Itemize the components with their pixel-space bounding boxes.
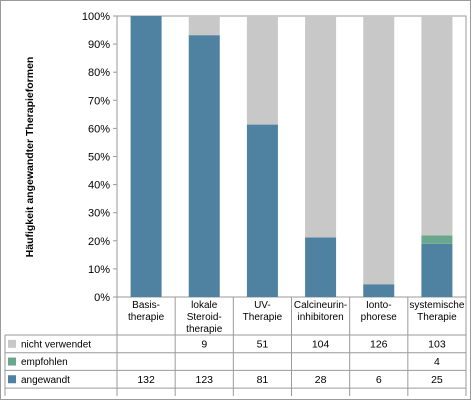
x-category-label: Calcineurin-inhibitoren [294, 300, 347, 323]
x-category-label: UV-Therapie [243, 300, 283, 323]
legend-label: empfohlen [21, 357, 68, 368]
table-cell-value: 123 [195, 374, 213, 386]
table-cell-value: 51 [257, 338, 269, 350]
bar-segment-nicht-verwendet [421, 16, 453, 236]
table-cell-value: 6 [376, 374, 382, 386]
y-tick-label: 80% [88, 67, 110, 79]
bar-segment-angewandt [305, 237, 337, 297]
y-tick-label: 0% [94, 292, 110, 304]
bar-segment-angewandt [246, 124, 278, 298]
y-tick-label: 60% [88, 123, 110, 135]
bar-segment-angewandt [188, 35, 220, 298]
table-cell-value: 103 [428, 338, 446, 350]
legend-swatch [8, 357, 16, 366]
x-category-label: Ionto-phorese [361, 300, 398, 323]
bar-segment-nicht-verwendet [363, 16, 395, 285]
table-cell-value: 104 [312, 338, 330, 350]
bar-segment-nicht-verwendet [246, 16, 278, 125]
x-category-label: Basis-therapie [128, 300, 165, 323]
bar-segment-angewandt [421, 243, 453, 297]
bar-segment-empfohlen [421, 235, 453, 244]
table-cell-value: 132 [137, 374, 155, 386]
bar-segment-nicht-verwendet [305, 16, 337, 238]
table-cell-value: 4 [434, 356, 440, 368]
table-cell-value: 126 [370, 338, 388, 350]
bar-segment-nicht-verwendet [188, 16, 220, 36]
bar-segment-angewandt [130, 16, 162, 297]
y-tick-label: 20% [88, 236, 110, 248]
y-axis-label: Häufigkeit angewandter Therapieformen [24, 57, 36, 258]
legend-label: nicht verwendet [21, 339, 91, 350]
y-tick-label: 40% [88, 180, 110, 192]
y-tick-label: 70% [88, 95, 110, 107]
table-cell-value: 81 [257, 374, 269, 386]
legend-swatch [8, 339, 16, 348]
y-tick-label: 50% [88, 152, 110, 164]
table-cell-value: 25 [431, 374, 443, 386]
legend-label: angewandt [21, 375, 70, 386]
data-table: Basis-therapie lokale Steroid-therapie UV-T… [4, 297, 467, 396]
legend-swatch [8, 375, 16, 384]
x-category-label: lokale Steroid-therapie [186, 300, 223, 335]
table-cell-value: 28 [315, 374, 327, 386]
x-category-label: systemische Therapie [409, 300, 464, 323]
y-tick-label: 10% [88, 264, 110, 276]
y-tick-label: 30% [88, 208, 110, 220]
bar-segment-angewandt [363, 284, 395, 297]
y-tick-label: 90% [88, 39, 110, 51]
table-cell-value: 9 [201, 338, 207, 350]
plot-area: 0% 10% 20% 30% 40% 50% 60% 70% 80% 90% 100% [82, 11, 467, 304]
y-tick-label: 100% [82, 11, 110, 23]
plot-frame [116, 15, 467, 298]
